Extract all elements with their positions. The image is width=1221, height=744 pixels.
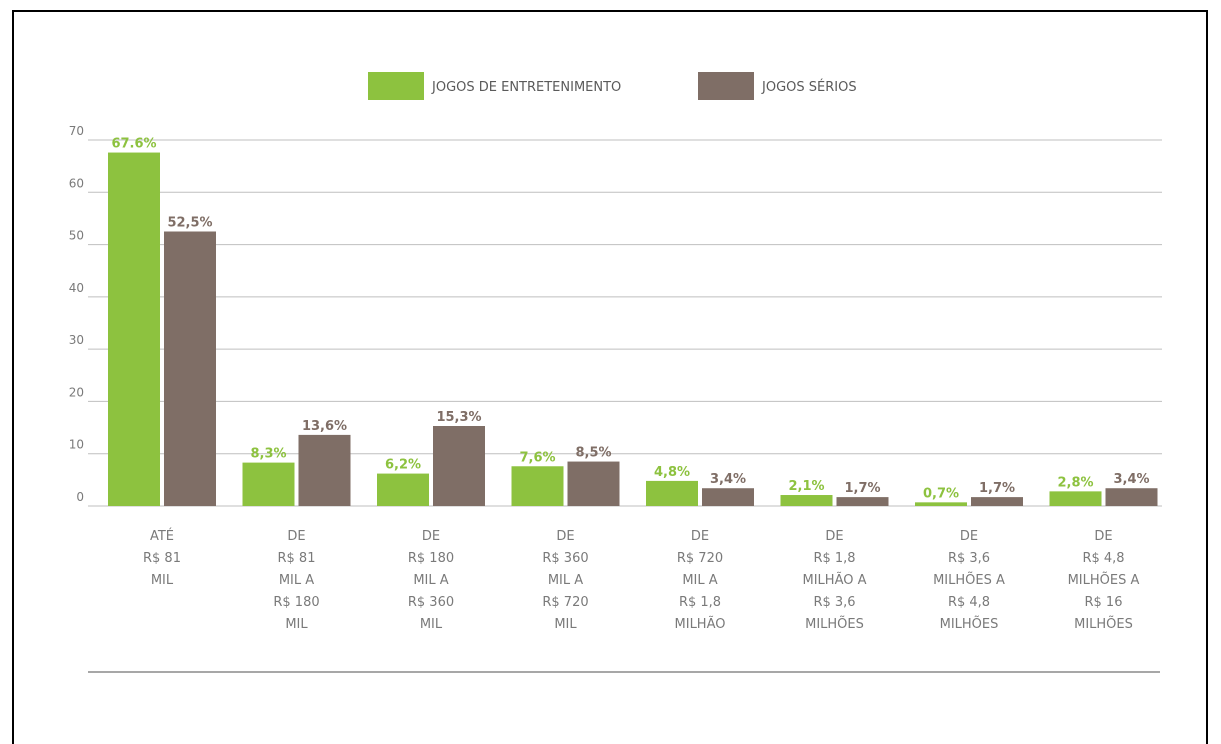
y-tick-label: 70 xyxy=(69,124,84,138)
category-label-line: ATÉ xyxy=(150,528,174,544)
category-label-line: MILHÕES xyxy=(1074,616,1133,632)
category-label-line: R$ 3,6 xyxy=(948,551,990,566)
category-label-line: R$ 81 xyxy=(278,551,316,566)
bar-entretenimento xyxy=(646,480,698,506)
y-tick-label: 20 xyxy=(69,385,84,399)
y-tick-label: 40 xyxy=(69,281,84,295)
category-label-line: R$ 4,8 xyxy=(948,595,990,610)
bar-serios xyxy=(567,461,620,506)
category-label-line: MIL A xyxy=(413,573,448,588)
data-label: 15,3% xyxy=(436,410,481,425)
x-axis-categories: ATÉ R$ 81 MIL DE R$ 81 MIL A R$ 180 MIL DE R$ 180… xyxy=(143,528,1139,632)
category-label-line: MIL A xyxy=(548,573,583,588)
data-label: 8,5% xyxy=(575,446,611,461)
gridlines xyxy=(88,139,1162,507)
y-tick-label: 0 xyxy=(76,490,84,504)
category-label: DE R$ 81 MIL A R$ 180 MIL xyxy=(273,529,319,632)
data-label: 8,3% xyxy=(250,447,286,462)
bar-serios xyxy=(971,497,1023,506)
y-tick-label: 50 xyxy=(69,229,84,243)
category-label-line: MILHÕES xyxy=(805,616,864,632)
category-label-line: MIL A xyxy=(682,573,717,588)
data-label: 67.6% xyxy=(111,137,156,152)
category-label: DE R$ 720 MIL A R$ 1,8 MILHÃO xyxy=(675,529,726,632)
legend-label-serios: JOGOS SÉRIOS xyxy=(761,79,857,95)
category-label-line: MIL xyxy=(285,617,308,632)
category-label-line: R$ 180 xyxy=(408,551,454,566)
category-label-line: DE xyxy=(960,529,978,544)
bar-entretenimento xyxy=(780,495,833,506)
data-label: 2,8% xyxy=(1057,475,1093,490)
category-label-line: DE xyxy=(287,529,305,544)
bar-serios xyxy=(164,231,216,506)
category-label-line: DE xyxy=(556,529,574,544)
data-label: 7,6% xyxy=(519,450,555,465)
bar-entretenimento xyxy=(108,152,160,506)
bar-entretenimento xyxy=(242,462,295,506)
category-label-line: R$ 720 xyxy=(542,595,588,610)
category-label-line: MILHÕES A xyxy=(933,572,1005,588)
data-label: 1,7% xyxy=(844,481,880,496)
bar-entretenimento xyxy=(511,466,564,506)
bars xyxy=(108,152,1158,506)
bar-entretenimento xyxy=(377,473,429,506)
bar-serios xyxy=(702,488,754,506)
category-label-line: R$ 4,8 xyxy=(1082,551,1124,566)
category-label-line: R$ 180 xyxy=(273,595,319,610)
category-label-line: R$ 360 xyxy=(542,551,588,566)
category-label: ATÉ R$ 81 MIL xyxy=(143,528,181,588)
bar-entretenimento xyxy=(1049,491,1102,506)
category-label-line: R$ 360 xyxy=(408,595,454,610)
category-label: DE R$ 3,6 MILHÕES A R$ 4,8 MILHÕES xyxy=(933,529,1005,632)
category-label-line: MIL xyxy=(420,617,443,632)
legend: JOGOS DE ENTRETENIMENTO JOGOS SÉRIOS xyxy=(368,72,857,100)
category-label-line: DE xyxy=(422,529,440,544)
category-label-line: MIL xyxy=(151,573,174,588)
data-label: 2,1% xyxy=(788,479,824,494)
data-label: 6,2% xyxy=(385,458,421,473)
category-label-line: MIL A xyxy=(279,573,314,588)
category-label-line: MILHÕES xyxy=(940,616,999,632)
category-label-line: DE xyxy=(825,529,843,544)
bar-serios xyxy=(1105,488,1158,506)
category-label-line: MILHÕES A xyxy=(1068,572,1140,588)
bar-serios xyxy=(836,497,889,506)
data-label: 52,5% xyxy=(167,216,212,231)
category-label-line: MILHÃO xyxy=(675,616,726,632)
bar-entretenimento xyxy=(915,502,967,506)
category-label-line: R$ 81 xyxy=(143,551,181,566)
data-label: 1,7% xyxy=(979,481,1015,496)
y-tick-label: 60 xyxy=(69,176,84,190)
y-axis-ticks: 0 10 20 30 40 50 60 70 xyxy=(69,124,84,504)
legend-swatch-entretenimento xyxy=(368,72,424,100)
category-label-line: DE xyxy=(691,529,709,544)
data-label: 4,8% xyxy=(654,465,690,480)
data-label: 3,4% xyxy=(1113,472,1149,487)
category-label-line: R$ 3,6 xyxy=(813,595,855,610)
bar-serios xyxy=(298,434,351,506)
legend-label-entretenimento: JOGOS DE ENTRETENIMENTO xyxy=(431,80,621,95)
category-label-line: R$ 720 xyxy=(677,551,723,566)
category-label-line: R$ 1,8 xyxy=(813,551,855,566)
y-tick-label: 10 xyxy=(69,438,84,452)
y-tick-label: 30 xyxy=(69,333,84,347)
data-label: 3,4% xyxy=(710,472,746,487)
category-label-line: MIL xyxy=(554,617,577,632)
legend-swatch-serios xyxy=(698,72,754,100)
category-label: DE R$ 1,8 MILHÃO A R$ 3,6 MILHÕES xyxy=(803,529,867,632)
data-label: 0,7% xyxy=(923,486,959,501)
category-label: DE R$ 4,8 MILHÕES A R$ 16 MILHÕES xyxy=(1068,529,1140,632)
category-label-line: MILHÃO A xyxy=(803,572,867,588)
category-label-line: DE xyxy=(1094,529,1112,544)
data-labels: 67.6% 52,5% 8,3% 13,6% 6,2% 15,3% 7,6% 8,5% 4,8%… xyxy=(111,137,1149,502)
category-label: DE R$ 180 MIL A R$ 360 MIL xyxy=(408,529,454,632)
bar-serios xyxy=(433,426,485,506)
category-label-line: R$ 16 xyxy=(1085,595,1123,610)
data-label: 13,6% xyxy=(302,419,347,434)
category-label-line: R$ 1,8 xyxy=(679,595,721,610)
category-label: DE R$ 360 MIL A R$ 720 MIL xyxy=(542,529,588,632)
